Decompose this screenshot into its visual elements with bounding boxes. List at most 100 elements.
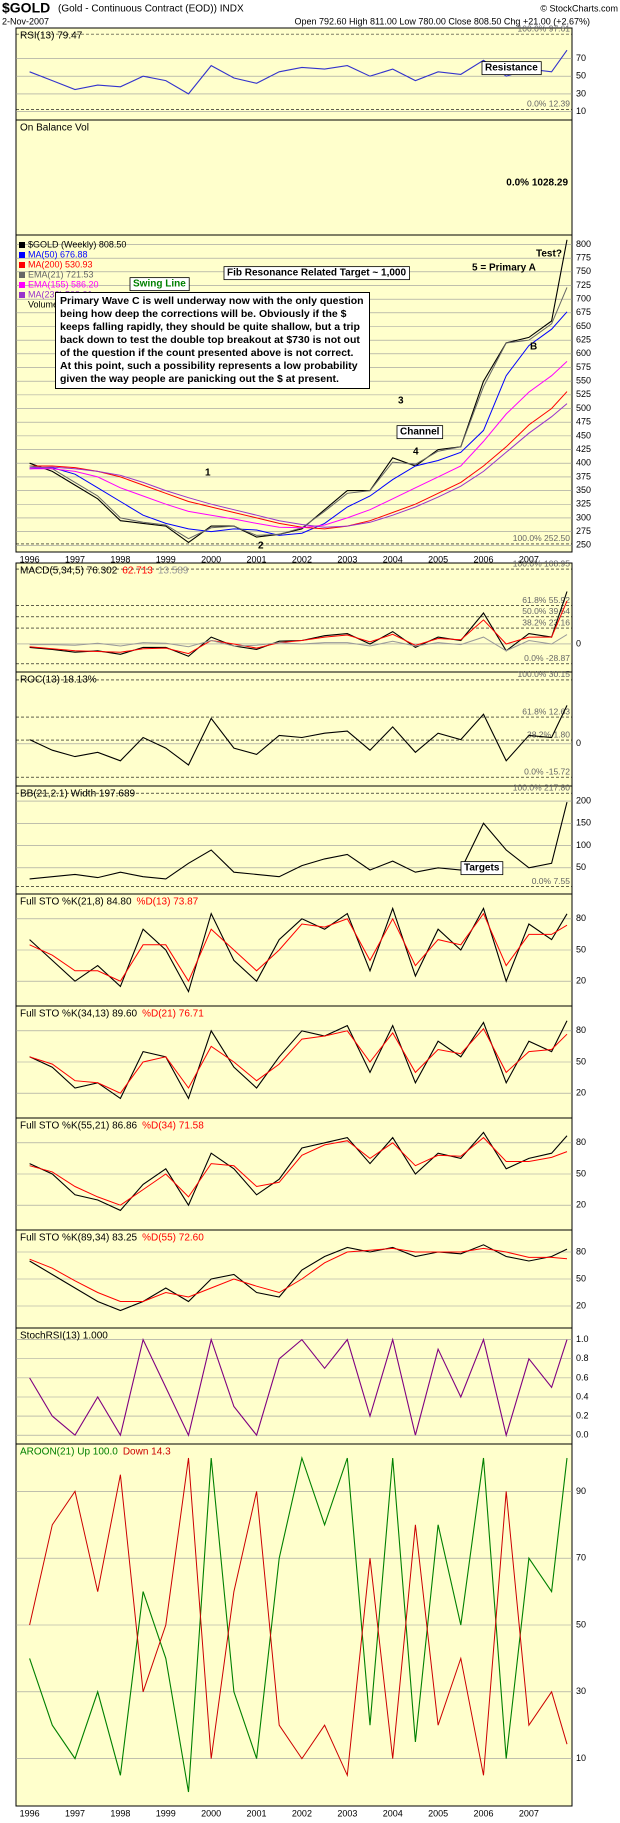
series-line <box>29 1020 568 1100</box>
annotation: 1 <box>205 468 211 479</box>
annotation-box <box>460 861 504 876</box>
y-tick-label: 20 <box>576 1200 586 1210</box>
legend-entry: Down 14.3 <box>123 1447 171 1458</box>
panel <box>15 671 573 787</box>
series-line <box>29 239 568 544</box>
series-line <box>29 705 568 766</box>
y-tick-label: 675 <box>576 307 591 317</box>
panel <box>15 27 573 121</box>
x-tick-label: 1998 <box>110 1808 130 1818</box>
y-tick-label: 400 <box>576 458 591 468</box>
series-line <box>29 801 568 880</box>
series-line <box>29 311 568 536</box>
annotation-box <box>396 425 444 440</box>
legend-entry: %D(55) 72.60 <box>142 1233 204 1244</box>
y-tick-label: 375 <box>576 471 591 481</box>
series-line <box>29 1131 568 1212</box>
legend-entry: Full STO %K(34,13) 89.60 <box>20 1009 138 1020</box>
series-line <box>29 403 568 528</box>
y-tick-label: 20 <box>576 976 586 986</box>
panel-title: ROC(13) 18.13% <box>20 675 97 686</box>
series-line <box>29 1337 568 1438</box>
y-tick-label: 90 <box>576 1486 586 1496</box>
series-line <box>29 49 568 95</box>
legend-entry: Full STO %K(89,34) 83.25 <box>20 1233 138 1244</box>
y-tick-label: 0.2 <box>576 1410 589 1420</box>
x-tick-label: 2004 <box>383 1808 403 1818</box>
y-tick-label: 0 <box>576 738 581 748</box>
annotation: Channel <box>400 427 440 438</box>
fib-label: 100.0% 108.95 <box>513 558 570 568</box>
fib-label: 50.0% 39.54 <box>522 606 570 616</box>
fib-label: 100.0% 97.61 <box>518 23 571 33</box>
x-tick-label: 1996 <box>20 554 40 564</box>
x-tick-label: 1999 <box>156 554 176 564</box>
legend-entry: AROON(21) Up 100.0 <box>20 1447 118 1458</box>
y-tick-label: 80 <box>576 913 586 923</box>
x-tick-label: 2007 <box>519 554 539 564</box>
y-tick-label: 30 <box>576 1686 586 1696</box>
y-tick-label: 425 <box>576 444 591 454</box>
quote: Open 792.60 High 811.00 Low 780.00 Close… <box>294 16 590 26</box>
series-line <box>29 600 568 655</box>
x-tick-label: 2000 <box>201 554 221 564</box>
y-tick-label: 30 <box>576 88 586 98</box>
fib-label: 0.0% 12.39 <box>527 99 570 109</box>
legend-entry: %D(34) 71.58 <box>142 1121 204 1132</box>
fib-label: 61.8% 55.92 <box>522 595 570 605</box>
series-line <box>29 906 568 994</box>
annotation: 5 = Primary A <box>472 263 536 274</box>
legend-swatch <box>19 262 25 268</box>
annotation: Test? <box>536 249 562 260</box>
series-line <box>29 1247 568 1302</box>
x-tick-label: 1998 <box>110 554 130 564</box>
x-tick-label: 2001 <box>247 1808 267 1818</box>
y-tick-label: 325 <box>576 499 591 509</box>
x-tick-label: 1999 <box>156 1808 176 1818</box>
y-tick-label: 50 <box>576 71 586 81</box>
series-line <box>29 634 568 652</box>
y-tick-label: 250 <box>576 540 591 550</box>
y-tick-label: 200 <box>576 795 591 805</box>
y-tick-label: 0 <box>576 638 581 648</box>
legend-entry: %D(13) 73.87 <box>137 897 199 908</box>
y-tick-label: 50 <box>576 1273 586 1283</box>
legend-entry: MA(50) 676.88 <box>28 249 88 259</box>
x-tick-label: 2001 <box>247 554 267 564</box>
y-tick-label: 70 <box>576 1553 586 1563</box>
series-line <box>29 1244 568 1312</box>
y-tick-label: 625 <box>576 335 591 345</box>
y-tick-label: 475 <box>576 417 591 427</box>
x-tick-label: 1996 <box>20 1808 40 1818</box>
y-tick-label: 20 <box>576 1088 586 1098</box>
y-tick-label: 0.6 <box>576 1372 589 1382</box>
x-tick-label: 2002 <box>292 554 312 564</box>
x-tick-label: 2003 <box>337 1808 357 1818</box>
fib-label: 0.0% -28.87 <box>524 653 570 663</box>
fib-label: 38.2% 23.16 <box>522 617 570 627</box>
annotation: Targets <box>464 863 500 874</box>
legend-entry: EMA(155) 586.20 <box>28 279 99 289</box>
fib-label: 61.8% 12.63 <box>522 706 570 716</box>
x-tick-label: 2005 <box>428 554 448 564</box>
y-tick-label: 500 <box>576 403 591 413</box>
annotation: 3 <box>398 396 404 407</box>
x-tick-label: 2005 <box>428 1808 448 1818</box>
y-tick-label: 600 <box>576 348 591 358</box>
fib-label: 0.0% -15.72 <box>524 766 570 776</box>
y-tick-label: 550 <box>576 376 591 386</box>
annotation: 4 <box>413 447 419 458</box>
legend-swatch <box>19 242 25 248</box>
fib-label: 100.0% 30.15 <box>518 669 571 679</box>
fib-label: 100.0% 217.80 <box>513 782 570 792</box>
x-tick-label: 2007 <box>519 1808 539 1818</box>
x-tick-label: 1997 <box>65 1808 85 1818</box>
legend-entry: %D(21) 76.71 <box>142 1009 204 1020</box>
panel-title: StochRSI(13) 1.000 <box>20 1331 108 1342</box>
legend-entry: 13.589 <box>158 566 189 577</box>
series-line <box>29 1027 568 1094</box>
y-tick-label: 10 <box>576 1753 586 1763</box>
series-line <box>29 1455 568 1793</box>
